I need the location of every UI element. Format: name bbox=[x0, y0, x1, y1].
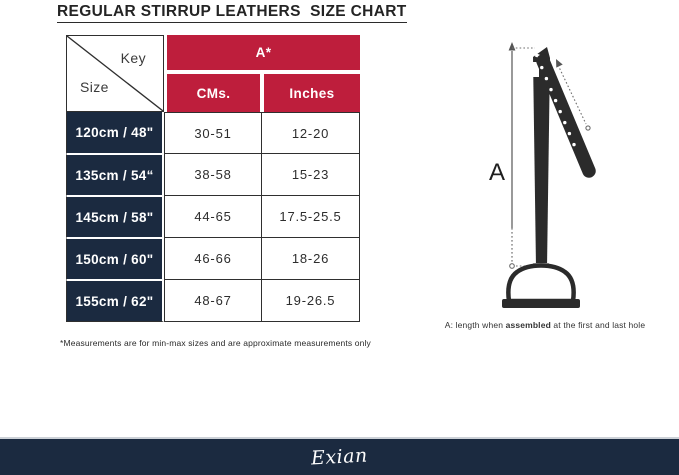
diagram-caption: A: length when assembled at the first an… bbox=[420, 320, 670, 330]
table-row: 145cm / 58" 44-65 17.5-25.5 bbox=[66, 196, 360, 238]
inches-cell: 19-26.5 bbox=[262, 280, 360, 322]
table-row: 135cm / 54“ 38-58 15-23 bbox=[66, 154, 360, 196]
cms-cell: 48-67 bbox=[164, 280, 262, 322]
size-cell: 150cm / 60" bbox=[66, 238, 164, 280]
caption-bold: assembled bbox=[505, 320, 551, 330]
measure-endpoint-icon bbox=[585, 125, 591, 131]
footer-bar: Exian bbox=[0, 437, 679, 475]
key-size-header-cell: Key Size bbox=[66, 35, 164, 112]
inches-cell: 15-23 bbox=[262, 154, 360, 196]
cms-cell: 44-65 bbox=[164, 196, 262, 238]
measure-line-a bbox=[508, 42, 535, 269]
caption-prefix: A: length when bbox=[444, 320, 506, 330]
arrow-up-icon bbox=[508, 42, 516, 51]
column-group-header-a: A* bbox=[164, 35, 360, 72]
punched-strap bbox=[536, 54, 596, 178]
caption-suffix: at the first and last hole bbox=[550, 320, 646, 330]
stirrup-leather-drawing: A bbox=[489, 42, 596, 308]
stirrup-leather-strap bbox=[533, 47, 550, 268]
inches-cell: 18-26 bbox=[262, 238, 360, 280]
measure-line-strap bbox=[556, 59, 591, 131]
table-row: 155cm / 62" 48-67 19-26.5 bbox=[66, 280, 360, 322]
brand-logo: Exian bbox=[310, 444, 369, 470]
size-cell: 145cm / 58" bbox=[66, 196, 164, 238]
buckle-icon bbox=[532, 62, 539, 77]
key-label: Key bbox=[120, 50, 146, 66]
page-title: REGULAR STIRRUP LEATHERS SIZE CHART bbox=[57, 3, 407, 23]
arrow-upleft-icon bbox=[556, 59, 563, 68]
table-row: 150cm / 60" 46-66 18-26 bbox=[66, 238, 360, 280]
stirrup-tread bbox=[502, 299, 580, 308]
size-label: Size bbox=[80, 79, 109, 95]
size-cell: 135cm / 54“ bbox=[66, 154, 164, 196]
column-header-inches: Inches bbox=[262, 72, 360, 112]
inches-cell: 17.5-25.5 bbox=[262, 196, 360, 238]
inches-cell: 12-20 bbox=[262, 112, 360, 154]
size-cell: 120cm / 48" bbox=[66, 112, 164, 154]
strap-holes bbox=[540, 65, 576, 147]
stirrup-leather-illustration: A bbox=[455, 33, 665, 318]
cms-cell: 46-66 bbox=[164, 238, 262, 280]
measurements-footnote: *Measurements are for min-max sizes and … bbox=[60, 338, 371, 348]
measure-label-a: A bbox=[489, 159, 505, 186]
cms-cell: 30-51 bbox=[164, 112, 262, 154]
table-row: 120cm / 48" 30-51 12-20 bbox=[66, 112, 360, 154]
page-title-text: REGULAR STIRRUP LEATHERS SIZE CHART bbox=[57, 3, 407, 23]
stirrup-iron bbox=[502, 263, 580, 308]
column-header-cms: CMs. bbox=[164, 72, 262, 112]
size-chart-table: Key Size A* CMs. Inches 120cm / 48" 30-5… bbox=[66, 35, 360, 322]
measure-endpoint-icon bbox=[509, 263, 515, 269]
size-cell: 155cm / 62" bbox=[66, 280, 164, 322]
cms-cell: 38-58 bbox=[164, 154, 262, 196]
diagonal-divider bbox=[67, 36, 163, 111]
